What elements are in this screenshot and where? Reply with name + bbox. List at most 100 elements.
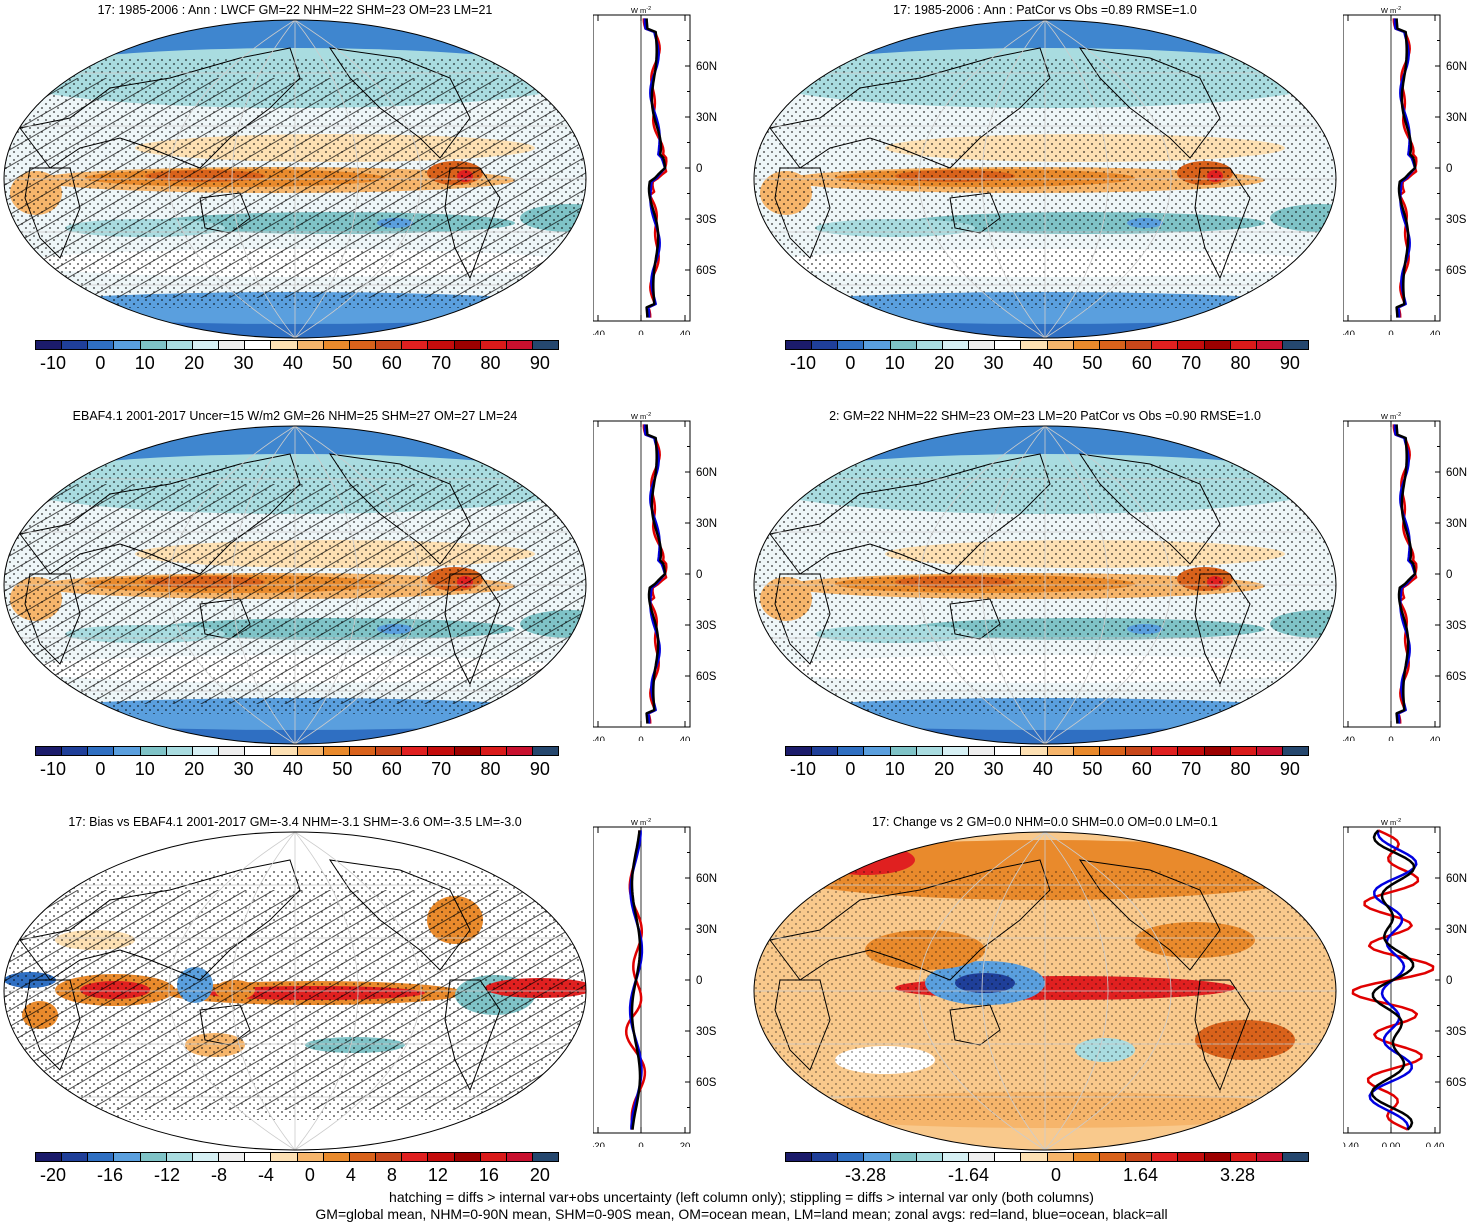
colorbar-label: 70: [431, 759, 452, 779]
colorbar-swatch: [1178, 1153, 1205, 1161]
panel-title: 2: GM=22 NHM=22 SHM=23 OM=23 LM=20 PatCo…: [829, 409, 1261, 423]
zonal-x-tick-label: 40: [1430, 735, 1441, 741]
colorbar-swatch: [1047, 1153, 1074, 1161]
zonal-x-tick-label: -20: [593, 1141, 605, 1147]
colorbar-swatch: [786, 341, 813, 349]
colorbar-swatch: [192, 1153, 220, 1161]
colorbar-swatch: [812, 1153, 839, 1161]
colorbar-swatch: [402, 341, 429, 349]
zonal-x-tick-label: 0.40: [1426, 1141, 1445, 1147]
colorbar-swatch: [995, 747, 1022, 755]
zonal-lat-tick-label: 60N: [696, 467, 717, 479]
colorbar-swatch: [376, 1153, 403, 1161]
zonal-x-tick-label: -40: [593, 329, 605, 335]
colorbar-swatch: [506, 341, 533, 349]
zonal-lat-tick-label: 60N: [1446, 61, 1467, 73]
colorbar-swatch: [428, 341, 455, 349]
colorbar-label: 70: [1181, 759, 1202, 779]
colorbar-swatch: [1178, 341, 1205, 349]
colorbar-swatch: [1073, 1153, 1100, 1161]
colorbar-label: 40: [282, 353, 303, 373]
zonal-lat-tick-label: 60S: [1446, 671, 1467, 683]
zonal-lat-tick-label: 30N: [1446, 112, 1467, 124]
colorbar-label: 20: [184, 759, 205, 779]
zonal-x-tick-label: 0: [1388, 329, 1393, 335]
zonal-lat-tick-label: 60N: [696, 61, 717, 73]
colorbar-swatch: [376, 747, 403, 755]
colorbar-swatch: [812, 747, 839, 755]
zonal-lat-tick-label: 30S: [696, 1026, 717, 1038]
zonal-lat-tick-label: 0: [696, 569, 702, 581]
colorbar-swatch: [890, 341, 917, 349]
zonal-mean-plot: -40 0 40 W m-2 60N 30N 0 30S 60S: [1341, 412, 1467, 746]
colorbar-swatch: [428, 1153, 455, 1161]
colorbar-label: 40: [1032, 759, 1053, 779]
colorbar-swatch: [1021, 1153, 1048, 1161]
zonal-unit-label: W m-2: [1381, 6, 1401, 15]
colorbar: [35, 746, 559, 756]
colorbar-label: 70: [431, 353, 452, 373]
colorbar-label: 20: [934, 759, 955, 779]
colorbar-swatch: [1204, 341, 1231, 349]
colorbar-swatch: [786, 1153, 813, 1161]
colorbar-swatch: [271, 341, 298, 349]
colorbar-swatch: [1230, 1153, 1257, 1161]
colorbar-swatch: [1047, 747, 1074, 755]
colorbar-swatch: [864, 1153, 891, 1161]
zonal-x-tick-label: 40: [680, 735, 691, 741]
colorbar-swatch: [166, 1153, 193, 1161]
panel-p1: 17: 1985-2006 : Ann : LWCF GM=22 NHM=22 …: [0, 0, 733, 400]
map: [0, 830, 590, 1157]
zonal-lat-tick-label: 60N: [1446, 873, 1467, 885]
colorbar: [785, 746, 1309, 756]
zonal-x-tick-label: 0: [638, 735, 643, 741]
colorbar-label: 0: [845, 759, 856, 779]
colorbar-label: -10: [790, 759, 817, 779]
colorbar-swatch: [995, 1153, 1022, 1161]
footer-line-1: hatching = diffs > internal var+obs unce…: [389, 1189, 1094, 1205]
colorbar-swatch: [219, 341, 246, 349]
colorbar-label: 90: [529, 353, 550, 373]
colorbar-label: 50: [332, 353, 353, 373]
zonal-x-tick-label: -40: [1343, 329, 1355, 335]
colorbar-label: 60: [1131, 759, 1152, 779]
map: [750, 424, 1340, 751]
colorbar-swatch: [297, 341, 324, 349]
panel-title: 17: 1985-2006 : Ann : PatCor vs Obs =0.8…: [893, 3, 1197, 17]
colorbar-swatch: [36, 341, 63, 349]
colorbar-swatch: [1230, 341, 1257, 349]
zonal-x-tick-label: 0.00: [1382, 1141, 1401, 1147]
colorbar-label: -16: [96, 1165, 123, 1185]
zonal-panel: -40 0 40 W m-2 60N 30N 0 30S 60S: [591, 411, 743, 746]
colorbar-swatch: [532, 747, 559, 755]
colorbar-swatch: [1126, 747, 1153, 755]
colorbar-label: 0: [1050, 1165, 1061, 1185]
zonal-x-tick-label: -0.40: [1343, 1141, 1359, 1147]
colorbar-swatch: [1282, 747, 1309, 755]
zonal-lat-tick-label: 60S: [696, 671, 717, 683]
colorbar-swatch: [62, 341, 89, 349]
colorbar-swatch: [297, 747, 324, 755]
colorbar-label: 90: [529, 759, 550, 779]
map-plot: [753, 425, 1337, 745]
colorbar-label: 1.64: [1122, 1165, 1158, 1185]
colorbar-swatch: [1178, 747, 1205, 755]
colorbar-swatch: [219, 1153, 246, 1161]
zonal-x-tick-label: 0: [638, 1141, 643, 1147]
colorbar-swatch: [428, 747, 455, 755]
colorbar-swatch: [480, 341, 507, 349]
colorbar: [35, 1152, 559, 1162]
zonal-lat-tick-label: 30N: [1446, 518, 1467, 530]
colorbar-swatch: [838, 341, 865, 349]
zonal-x-tick-label: -40: [1343, 735, 1355, 741]
colorbar-swatch: [454, 341, 481, 349]
colorbar-swatch: [297, 1153, 324, 1161]
colorbar-swatch: [454, 747, 481, 755]
colorbar-swatch: [166, 747, 193, 755]
colorbar-swatch: [88, 1153, 115, 1161]
colorbar-label: 4: [345, 1165, 356, 1185]
panel-title: 17: Change vs 2 GM=0.0 NHM=0.0 SHM=0.0 O…: [872, 815, 1218, 829]
colorbar-swatch: [1047, 341, 1074, 349]
colorbar-label: 3.28: [1219, 1165, 1255, 1185]
colorbar-labels: -10 0 10 20 30 40 50 60 70 80 90: [40, 759, 550, 780]
